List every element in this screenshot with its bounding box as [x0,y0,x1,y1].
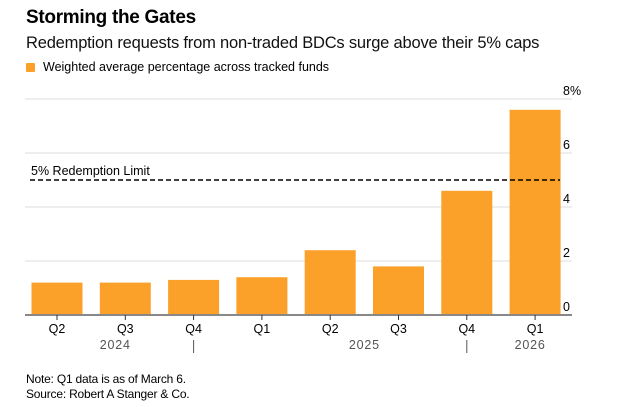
x-tick-label: Q3 [390,322,407,336]
x-tick-label: Q4 [185,322,202,336]
y-tick-label: 8% [563,84,581,98]
y-tick-label: 0 [563,300,570,314]
chart-subtitle: Redemption requests from non-traded BDCs… [26,34,540,52]
source-text: Source: Robert A Stanger & Co. [26,386,190,401]
note-text: Note: Q1 data is as of March 6. [26,372,186,386]
bar [168,279,220,315]
x-tick-label: Q2 [49,322,66,336]
reference-line-label: 5% Redemption Limit [31,164,150,178]
y-tick-label: 6 [563,138,570,152]
year-label: 2026 [515,338,546,352]
bar [99,282,151,315]
y-tick-label: 2 [563,246,570,260]
x-tick-label: Q1 [527,322,544,336]
legend: Weighted average percentage across track… [26,60,329,74]
bar [373,266,424,315]
year-label: 2024 [100,338,131,352]
bar [304,250,356,315]
bar [236,277,288,315]
bar [509,109,561,315]
x-tick-label: Q1 [254,322,271,336]
legend-label: Weighted average percentage across track… [43,60,330,74]
bar [441,190,493,315]
legend-swatch [26,62,35,72]
chart-title: Storming the Gates [26,7,196,28]
year-label: 2025 [349,338,380,352]
x-tick-label: Q2 [322,322,339,336]
x-tick-label: Q3 [117,322,134,336]
chart-footnote: Note: Q1 data is as of March 6. Source: … [26,372,190,401]
x-tick-label: Q4 [458,322,475,336]
y-tick-label: 4 [563,192,570,206]
bar [31,282,83,315]
